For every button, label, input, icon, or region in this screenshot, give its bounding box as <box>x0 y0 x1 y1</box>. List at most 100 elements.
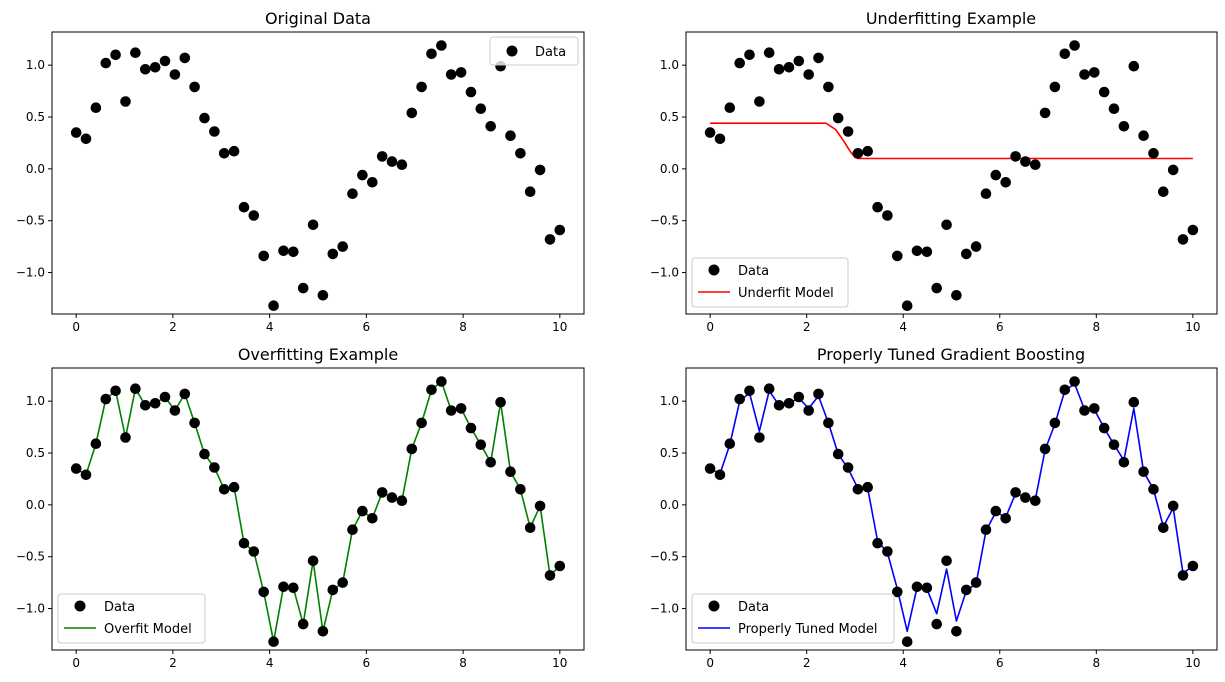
data-point <box>376 487 388 498</box>
data-point <box>337 241 349 252</box>
data-point <box>1187 224 1199 236</box>
data-point <box>347 524 358 535</box>
legend-label-data: Data <box>738 264 769 279</box>
data-point <box>416 81 427 93</box>
data-point <box>882 210 893 221</box>
legend-label-overfit-model: Overfit Model <box>104 622 192 637</box>
data-point <box>763 47 775 58</box>
data-point <box>980 188 992 199</box>
data-point <box>100 393 112 405</box>
y-tick-label: −1.0 <box>650 602 679 616</box>
data-point <box>892 250 903 262</box>
data-point <box>169 405 181 416</box>
data-point <box>1177 234 1189 245</box>
legend-marker-data <box>708 600 720 612</box>
x-tick-label: 10 <box>1185 320 1200 334</box>
data-point <box>1148 484 1159 495</box>
data-point <box>1138 130 1149 141</box>
data-point <box>744 385 755 397</box>
data-point <box>307 219 319 231</box>
legend-frame <box>691 257 849 308</box>
data-point <box>803 69 814 80</box>
data-point <box>80 469 92 481</box>
legend-marker-data <box>708 264 720 276</box>
data-point <box>209 462 220 473</box>
data-point <box>734 57 745 69</box>
y-tick-label: −0.5 <box>16 214 45 228</box>
data-point <box>495 396 506 408</box>
axes-frame <box>51 367 585 651</box>
data-point <box>406 443 418 455</box>
data-point <box>396 159 408 170</box>
data-point <box>1167 164 1179 176</box>
data-point <box>754 96 765 107</box>
data-point <box>367 177 378 188</box>
data-point <box>130 383 141 395</box>
x-tick-label: 0 <box>72 656 80 670</box>
data-point <box>445 405 457 416</box>
data-point <box>120 96 131 107</box>
x-tick-label: 10 <box>1185 656 1200 670</box>
legend-frame <box>691 593 895 644</box>
data-point <box>307 555 319 567</box>
data-point <box>754 432 765 443</box>
data-point <box>475 103 487 114</box>
data-point <box>1059 384 1071 396</box>
x-tick-label: 0 <box>706 656 714 670</box>
data-point <box>1089 403 1100 414</box>
x-tick-label: 8 <box>1092 656 1100 670</box>
x-tick-label: 0 <box>706 320 714 334</box>
plot-area: 0 2 4 6 8 10 −1.0 −0.5 0.0 0.5 1.0 <box>16 31 585 334</box>
data-point <box>1079 405 1090 416</box>
x-tick-label: 2 <box>803 656 811 670</box>
axes-frame <box>685 367 1218 651</box>
data-point <box>515 484 526 495</box>
data-point <box>1177 570 1189 581</box>
data-point <box>872 537 883 549</box>
data-point <box>832 448 844 460</box>
data-point <box>773 400 785 411</box>
data-point <box>1000 177 1011 188</box>
panel-title: Properly Tuned Gradient Boosting <box>817 345 1085 364</box>
data-point <box>317 290 329 301</box>
data-point <box>100 57 112 69</box>
data-point <box>465 422 477 434</box>
panel-overfitting-example: Overfitting Example 0 2 4 6 8 10 −1.0 −0.5 0.0 0.… <box>16 345 585 670</box>
panel-title: Underfitting Example <box>866 9 1036 28</box>
data-point <box>140 64 151 75</box>
data-point <box>911 581 923 593</box>
data-point <box>455 403 467 414</box>
legend-label-data: Data <box>738 600 769 615</box>
data-point <box>1108 439 1120 451</box>
data-point <box>426 48 437 60</box>
data-point <box>149 62 161 73</box>
plot-area: 0 2 4 6 8 10 −1.0 −0.5 0.0 0.5 1.0 <box>650 31 1218 334</box>
data-point <box>218 148 230 159</box>
data-point <box>524 186 536 197</box>
y-tick-label: 1.0 <box>26 58 45 72</box>
y-tick-label: 0.0 <box>660 498 679 512</box>
data-point <box>901 636 913 647</box>
data-point <box>90 102 102 113</box>
data-point <box>258 586 270 598</box>
y-tick-label: −1.0 <box>16 602 45 616</box>
y-tick-label: −1.0 <box>16 266 45 280</box>
y-tick-label: 1.0 <box>660 394 679 408</box>
data-point <box>515 148 526 159</box>
data-point <box>90 438 102 450</box>
data-point <box>1098 422 1110 434</box>
data-point <box>505 130 516 141</box>
data-point <box>1030 159 1041 170</box>
data-point <box>386 492 398 503</box>
data-point <box>1089 67 1100 78</box>
data-point <box>218 484 230 495</box>
data-point <box>1108 103 1120 114</box>
data-point <box>70 127 82 138</box>
plot-area: 0 2 4 6 8 10 −1.0 −0.5 0.0 0.5 1.0 <box>16 367 585 670</box>
data-point <box>554 560 566 572</box>
data-point <box>951 290 962 301</box>
panel-title: Overfitting Example <box>238 345 398 364</box>
x-tick-label: 2 <box>169 656 177 670</box>
data-point <box>120 432 131 443</box>
